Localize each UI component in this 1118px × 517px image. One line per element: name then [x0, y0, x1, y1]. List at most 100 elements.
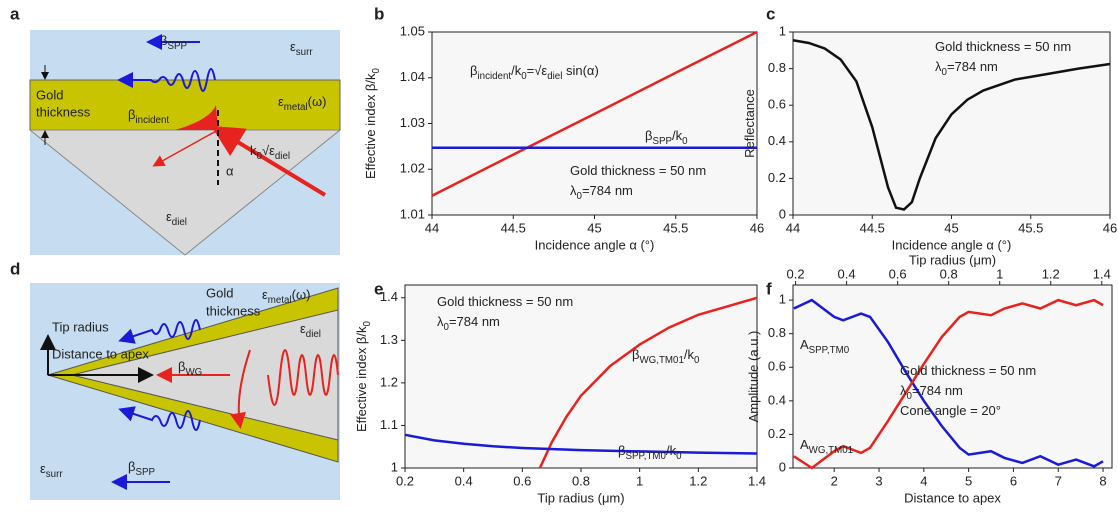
diagram-label: Gold [36, 87, 63, 102]
x-tick-label: 44.5 [860, 220, 885, 235]
series-line [538, 296, 758, 469]
series-line [792, 39, 1111, 211]
series-label: βSPP,TM0/k0 [618, 443, 682, 461]
text-part: =784 nm [582, 183, 633, 198]
subscript: incident [135, 115, 169, 126]
x2-tick-label: 0.6 [889, 266, 907, 281]
x-tick-label: 0.8 [572, 473, 590, 488]
y-tick-label: 1.04 [400, 69, 425, 84]
series-line [404, 433, 758, 455]
diagram-a [28, 30, 342, 256]
x-tick-label: 46 [1103, 220, 1117, 235]
text-part: =√ε [527, 63, 548, 78]
annotation: Gold thickness = 50 nm [935, 39, 1071, 54]
panel-label: d [10, 259, 20, 278]
x-axis-label: Tip radius (μm) [537, 490, 624, 505]
y-tick-label: 0.4 [768, 133, 786, 148]
subscript: 0 [694, 355, 700, 366]
annotation: λ0=784 nm [935, 59, 998, 77]
text-part: √ε [262, 143, 275, 158]
subscript: SPP [135, 467, 155, 478]
incident-beam [211, 125, 327, 197]
diagram-label: k0√εdiel [250, 143, 290, 161]
x2-tick-label: 0.8 [940, 266, 958, 281]
text-part: =784 nm [947, 59, 998, 74]
subscript: 0 [676, 451, 682, 462]
text-part: Amplitude (a.u.) [746, 331, 761, 423]
subscript: surr [46, 469, 64, 480]
subscript: surr [296, 47, 314, 58]
text-part: =784 nm [449, 314, 500, 329]
reflected-beam [152, 129, 219, 167]
x2-tick-label: 1.4 [1093, 266, 1111, 281]
series-label: βincident/k0=√εdiel sin(α) [470, 63, 599, 81]
subscript: diel [547, 71, 562, 82]
diagram-label: βSPP [128, 459, 155, 477]
diagram-label: α [226, 163, 234, 178]
incident-projection [175, 105, 218, 130]
text-part: β [618, 443, 625, 458]
subscript: SPP,TM0 [809, 345, 850, 356]
subscript: WG [185, 367, 202, 378]
y-axis-label: Effective index β/k0 [363, 67, 381, 179]
x-tick-label: 7 [1055, 473, 1062, 488]
text-part: ε [290, 39, 296, 54]
text-part: λ [437, 314, 444, 329]
text-part: β [128, 459, 135, 474]
diagram-label: βWG [178, 359, 202, 377]
subscript: 0 [371, 67, 382, 73]
panel-label: b [374, 4, 384, 23]
annotation: Gold thickness = 50 nm [570, 163, 706, 178]
x-tick-label: 0.2 [396, 473, 414, 488]
annotation: Cone angle = 20° [900, 403, 1001, 418]
text-part: ε [300, 321, 306, 336]
y-tick-label: 1.02 [400, 161, 425, 176]
annotation: Gold thickness = 50 nm [437, 294, 573, 309]
text-part: Cone angle = 20° [900, 403, 1001, 418]
subscript: 0 [682, 136, 688, 147]
diagram-label: εdiel [300, 321, 321, 339]
series-label: ASPP,TM0 [800, 337, 850, 355]
series-label: AWG,TM01 [800, 437, 853, 455]
x-tick-label: 44.5 [501, 220, 526, 235]
text-part: β [128, 107, 135, 122]
text-part: k [250, 143, 257, 158]
subscript: SPP,TM0 [625, 451, 666, 462]
y-tick-label: 0.2 [768, 170, 786, 185]
x2-tick-label: 1.2 [1042, 266, 1060, 281]
subscript: 0 [444, 322, 450, 333]
text-part: β [645, 128, 652, 143]
diagram-label: βSPP [160, 33, 187, 51]
y-tick-label: 0.4 [768, 392, 786, 407]
x-tick-label: 45 [944, 220, 958, 235]
text-part: Effective index β/k [363, 73, 378, 179]
series-label: βSPP/k0 [645, 128, 688, 146]
text-part: ε [262, 287, 268, 302]
x2-tick-label: 0.4 [838, 266, 856, 281]
x-tick-label: 6 [1010, 473, 1017, 488]
x-axis-label: Distance to apex [904, 490, 1001, 505]
x-tick-label: 0.4 [455, 473, 473, 488]
series-line [793, 298, 1104, 470]
diagram-label: Gold [206, 285, 233, 300]
text-part: λ [570, 183, 577, 198]
diagram-label: εmetal(ω) [262, 287, 310, 305]
diagram-label: thickness [206, 303, 261, 318]
x2-tick-label: 0.2 [787, 266, 805, 281]
text-part: ε [166, 209, 172, 224]
text-part: β [160, 33, 167, 48]
subscript: metal [284, 102, 308, 113]
subscript: diel [172, 217, 187, 228]
text-part: ε [40, 461, 46, 476]
x-axis-label: Incidence angle α (°) [535, 237, 655, 252]
text-part: Gold thickness = 50 nm [437, 294, 573, 309]
diagram-d [30, 283, 340, 500]
diagram-label: εmetal(ω) [278, 94, 326, 112]
y-tick-label: 1 [779, 292, 786, 307]
y-tick-label: 0 [779, 206, 786, 221]
text-part: /k [684, 347, 695, 362]
panel-label: f [766, 279, 772, 298]
diagram-label: εsurr [40, 461, 63, 479]
x2-axis-label: Tip radius (μm) [909, 252, 996, 267]
